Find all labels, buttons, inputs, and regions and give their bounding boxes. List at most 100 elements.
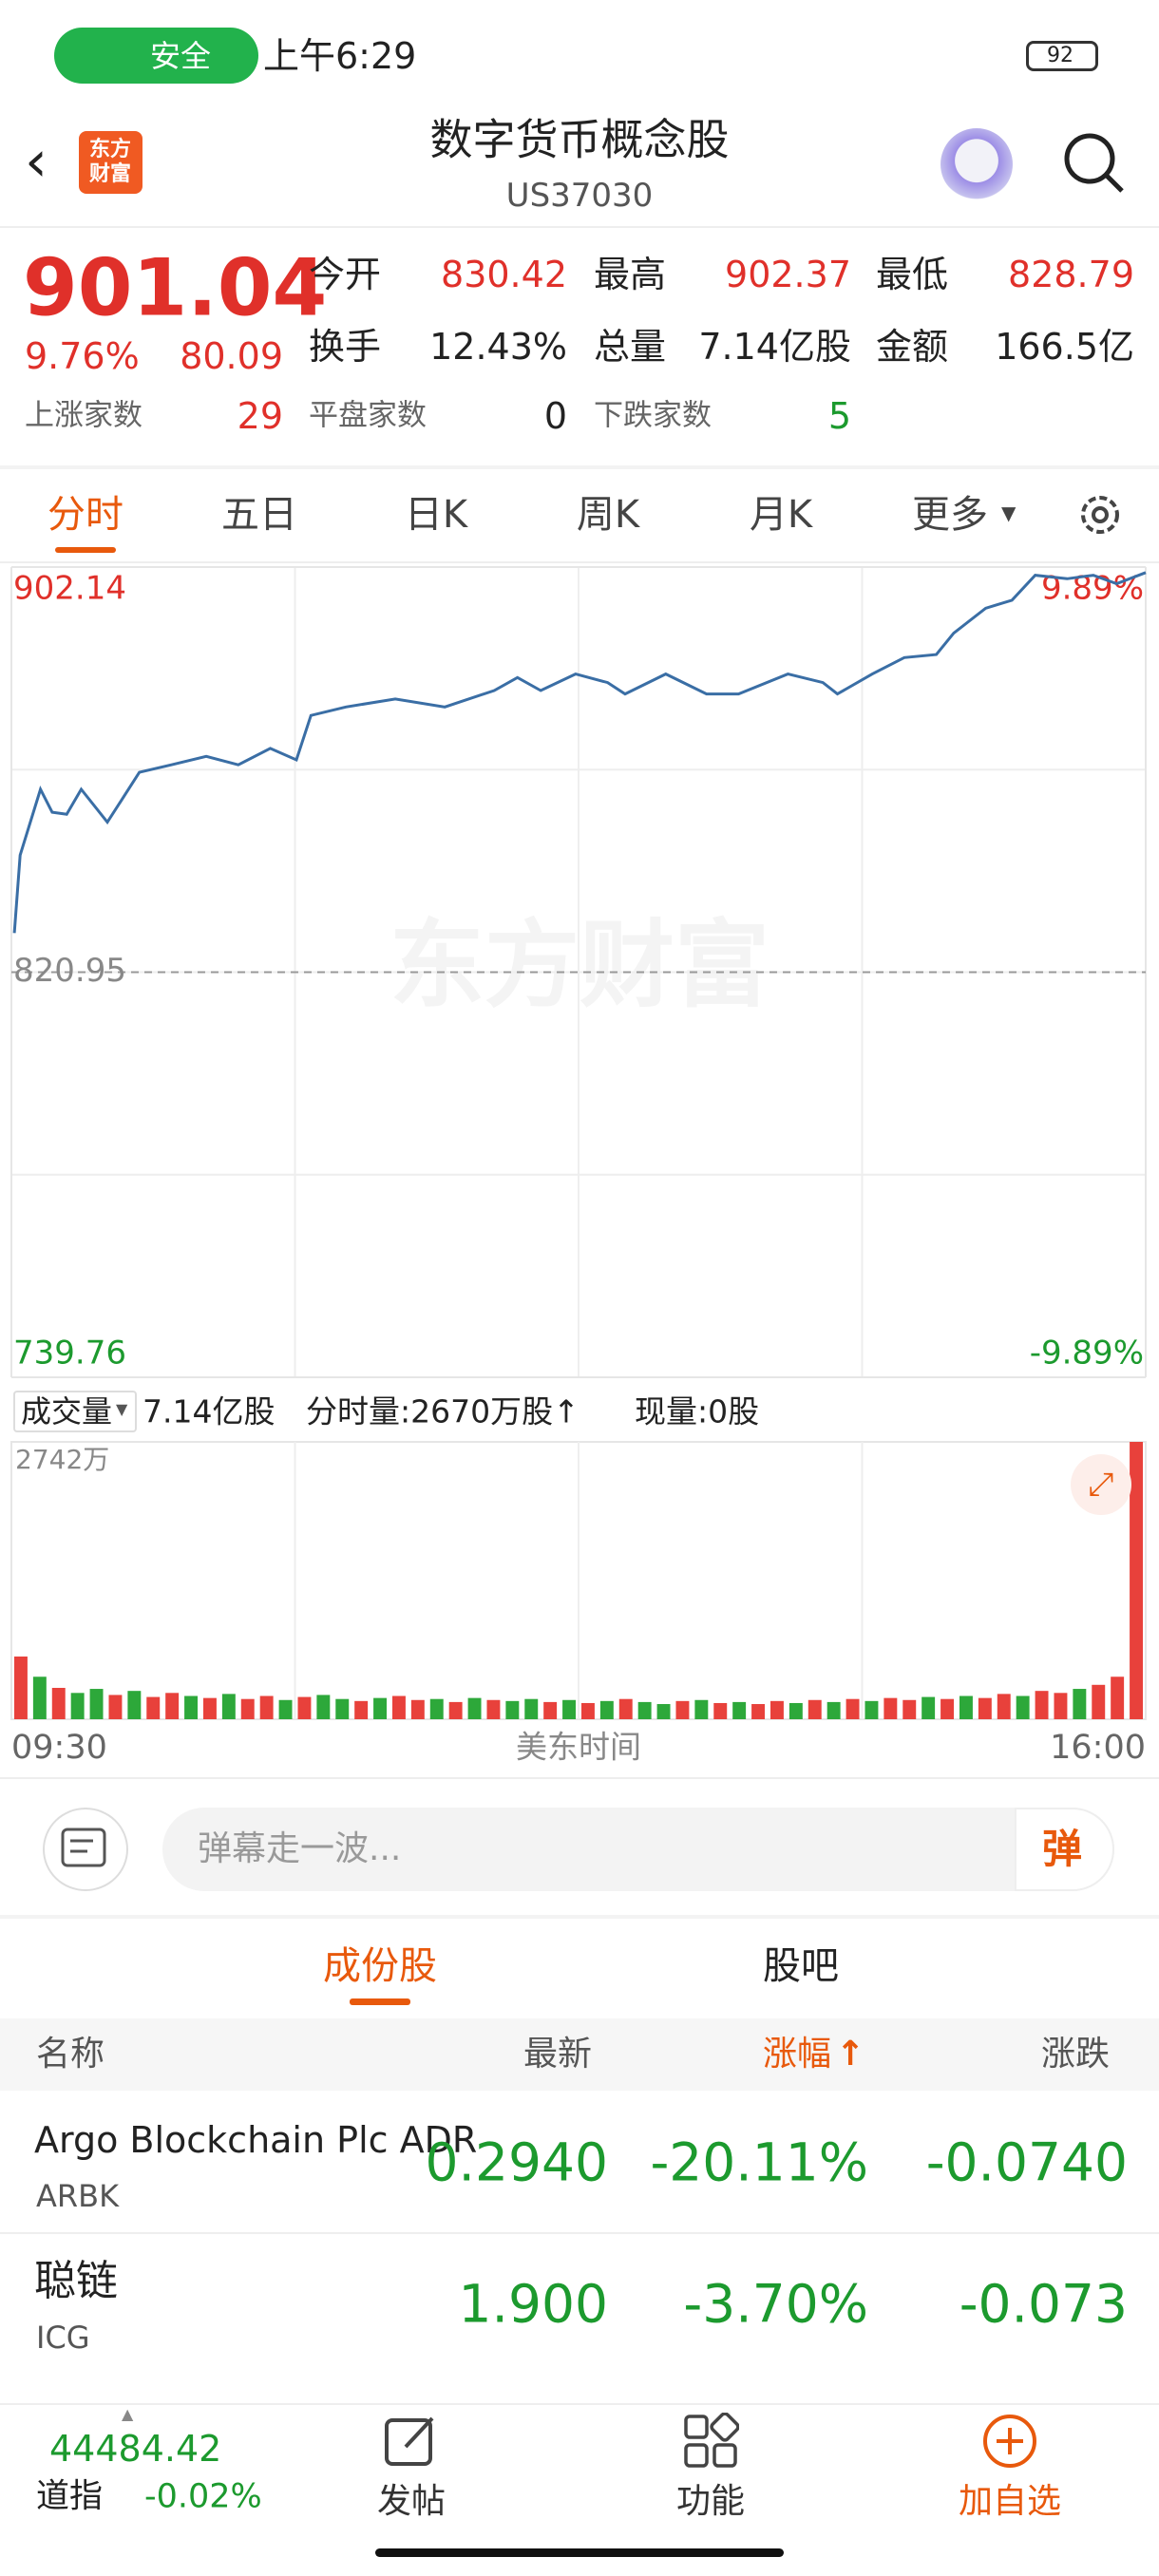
period-tab[interactable]: 五日 — [221, 493, 297, 537]
volume-total: 7.14亿股 — [142, 1392, 276, 1430]
comment-input[interactable] — [162, 1808, 1114, 1891]
comment-placeholder: 弹幕走一波... — [198, 1829, 402, 1868]
volume-bar — [127, 1691, 142, 1719]
volume-bar — [978, 1697, 992, 1719]
volume-bar — [448, 1701, 463, 1719]
index-change: -0.02% — [144, 2477, 262, 2516]
volume-bar — [580, 1702, 595, 1719]
volume-bar — [599, 1700, 614, 1719]
logo — [79, 131, 142, 194]
add-icon[interactable] — [981, 2413, 1038, 2470]
logo-text: 东方 — [88, 138, 132, 161]
volume-bar — [202, 1697, 217, 1719]
logo-text: 财富 — [88, 162, 132, 186]
breadth-label: 下跌家数 — [594, 398, 712, 433]
volume-bar — [959, 1695, 973, 1719]
row-cell: 1.900 — [458, 2273, 608, 2335]
volume-bar — [864, 1700, 879, 1719]
column-header[interactable]: 涨幅 — [763, 2035, 832, 2074]
bottom-nav — [0, 2403, 1159, 2576]
field-value: 12.43% — [429, 326, 567, 368]
volume-bar — [467, 1697, 482, 1719]
row-code: ARBK — [36, 2178, 120, 2214]
period-tab[interactable]: 月K — [749, 493, 813, 537]
settings-icon[interactable] — [1075, 490, 1125, 540]
field-label: 今开 — [309, 254, 382, 295]
volume-bar — [373, 1697, 388, 1719]
badge-text: 安全 — [150, 38, 212, 74]
index-value[interactable]: 44484.42 — [49, 2428, 222, 2470]
change: 80.09 — [180, 335, 283, 377]
volume-bar — [240, 1698, 255, 1719]
sub-tab[interactable]: 成份股 — [323, 1944, 437, 1988]
nav-caret: ▲ — [122, 2405, 134, 2423]
volume-bar — [1111, 1676, 1125, 1719]
y-tick-label: 820.95 — [13, 952, 126, 990]
period-tab[interactable]: 周K — [576, 493, 640, 537]
function-icon[interactable] — [682, 2413, 739, 2470]
danmu-button[interactable] — [1015, 1808, 1114, 1891]
dropdown-arrow: ▼ — [116, 1400, 128, 1418]
volume-bar — [51, 1687, 66, 1719]
table-header — [0, 2018, 1159, 2091]
last-price: 901.04 — [23, 241, 328, 334]
volume-bar — [505, 1700, 520, 1719]
column-header[interactable]: 最新 — [522, 2035, 592, 2074]
y-tick-label: 739.76 — [13, 1335, 126, 1373]
volume-bar — [713, 1702, 728, 1719]
volume-bar — [1016, 1695, 1030, 1719]
dropdown-arrow: ▼ — [1001, 502, 1016, 524]
tab-underline — [350, 1998, 410, 2005]
post-icon[interactable] — [383, 2413, 440, 2470]
nav-label[interactable]: 加自选 — [958, 2482, 1062, 2521]
row-code: ICG — [36, 2320, 90, 2356]
row-name[interactable]: 聪链 — [34, 2257, 118, 2305]
volume-bar — [429, 1698, 444, 1719]
volume-bar — [788, 1702, 803, 1719]
row-cell: -0.073 — [959, 2273, 1128, 2335]
sub-tab[interactable]: 股吧 — [763, 1944, 839, 1988]
period-tab[interactable]: 日K — [404, 493, 468, 537]
column-header: 名称 — [36, 2035, 105, 2074]
back-button[interactable]: ‹ — [25, 128, 48, 195]
volume-bar — [618, 1698, 633, 1719]
comment-icon[interactable] — [43, 1808, 128, 1891]
volume-bar — [259, 1695, 274, 1719]
volume-bar — [751, 1704, 766, 1719]
y2-tick-label: -9.89% — [1030, 1335, 1144, 1373]
expand-button[interactable]: ⤢ — [1071, 1454, 1131, 1515]
volume-bar — [316, 1695, 331, 1719]
comment-icon-glyph — [61, 1828, 106, 1867]
column-header[interactable]: 涨跌 — [1040, 2035, 1110, 2074]
price-line — [12, 571, 1147, 934]
volume-bar — [89, 1689, 104, 1719]
x-axis-label: 美东时间 — [516, 1729, 641, 1766]
field-label: 金额 — [876, 326, 949, 368]
battery — [1026, 41, 1098, 71]
field-label: 总量 — [594, 326, 667, 368]
index-name: 道指 — [36, 2477, 104, 2516]
volume-selector[interactable] — [13, 1391, 137, 1432]
home-indicator — [375, 2548, 784, 2557]
field-value: 7.14亿股 — [698, 326, 851, 368]
breadth-label: 平盘家数 — [309, 398, 427, 433]
search-icon[interactable] — [1059, 128, 1128, 197]
nav-label[interactable]: 功能 — [675, 2482, 746, 2521]
row-cell: -20.11% — [650, 2131, 868, 2193]
assistant-avatar[interactable] — [940, 128, 1013, 200]
volume-bar — [70, 1693, 85, 1719]
volume-bar — [940, 1698, 955, 1719]
period-tab[interactable]: 更多 — [912, 493, 988, 537]
volume-bar — [997, 1694, 1011, 1719]
row-cell: -0.0740 — [925, 2131, 1128, 2193]
nav-label[interactable]: 发帖 — [376, 2482, 446, 2521]
code: US37030 — [505, 177, 654, 215]
volume-bar — [524, 1698, 539, 1719]
clock: 上午6:29 — [263, 35, 417, 77]
volume-bar — [1092, 1684, 1106, 1719]
volume-bar — [1073, 1689, 1087, 1719]
volume-bar — [675, 1700, 690, 1719]
period-tab[interactable]: 分时 — [48, 493, 124, 537]
row-name[interactable]: Argo Blockchain Plc ADR — [34, 2119, 478, 2161]
